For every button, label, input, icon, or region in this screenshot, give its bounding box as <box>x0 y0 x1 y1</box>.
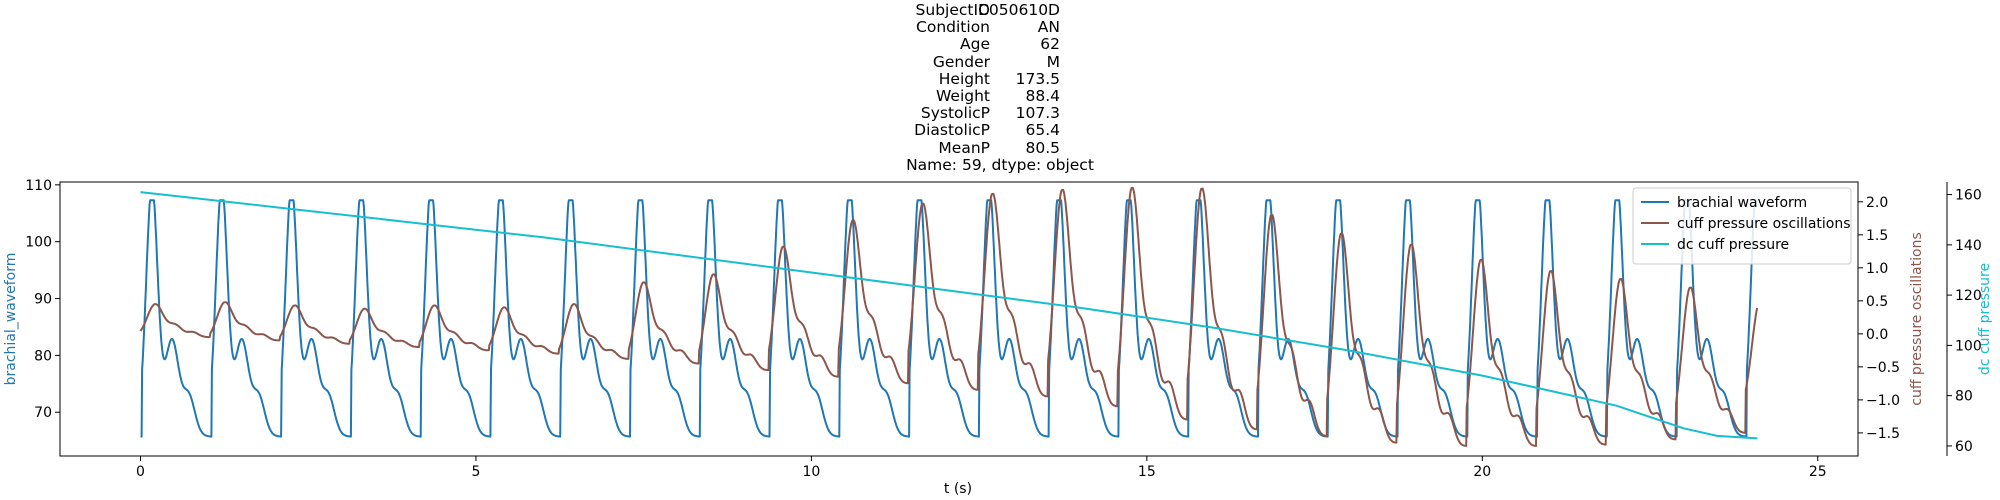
title-row-key: Gender <box>932 52 990 71</box>
title-row: Weight 88.4 <box>0 88 2000 105</box>
legend-box <box>1632 187 1852 265</box>
title-row-value: C050610D <box>978 1 1060 19</box>
legend-label: dc cuff pressure <box>1677 237 1789 253</box>
title-row-value: M <box>1046 52 1060 71</box>
x-tick-label: 20 <box>1473 464 1491 480</box>
y-tick-label-dc-cuff: 140 <box>1955 238 1982 254</box>
x-axis: 0 5 10 15 20 25 <box>136 456 1827 480</box>
series-line-dc-cuff-pressure <box>140 191 1758 440</box>
title-footer: Name: 59, dtype: object <box>906 155 1094 174</box>
title-row: Condition AN <box>0 19 2000 36</box>
title-row: MeanP 80.5 <box>0 138 2000 157</box>
y-tick-label-cuff-oscillations: 0.5 <box>1866 294 1888 310</box>
title-row: DiastolicP 65.4 <box>0 122 2000 139</box>
title-row-key: MeanP <box>938 138 990 157</box>
title-row-key: SystolicP <box>920 104 990 123</box>
y-axis-cuff-oscillations: −1.5 −1.0 −0.5 0.0 0.5 1.0 1.5 2.0 <box>1858 195 1900 442</box>
y-tick-label-cuff-oscillations: 0.0 <box>1866 327 1888 343</box>
y-tick-label-brachial: 100 <box>25 235 52 251</box>
chart-title: SubjectID C050610D Condition AN Age 62 Gender M… <box>0 0 2000 178</box>
title-row: Height 173.5 <box>0 69 2000 88</box>
y-tick-label-cuff-oscillations: −1.0 <box>1866 393 1900 409</box>
legend: brachial waveform cuff pressure oscillati… <box>1632 187 1852 265</box>
title-row-key: DiastolicP <box>914 121 990 140</box>
y-tick-label-dc-cuff: 160 <box>1955 188 1982 204</box>
x-tick-label: 5 <box>471 464 480 480</box>
title-row: SystolicP 107.3 <box>0 105 2000 122</box>
series-line-cuff-pressure-oscillations <box>139 186 1759 447</box>
series-line-brachial-waveform <box>140 199 1758 438</box>
y-tick-label-dc-cuff: 80 <box>1955 389 1973 405</box>
legend-label: brachial waveform <box>1677 195 1807 211</box>
y-axis-label-cuff-oscillations: cuff pressure oscillations <box>1909 232 1925 406</box>
title-row-key: Weight <box>935 87 990 105</box>
y-tick-label-brachial: 90 <box>34 292 52 308</box>
title-row: Age 62 <box>0 36 2000 53</box>
y-tick-label-dc-cuff: 120 <box>1955 288 1982 304</box>
x-tick-label: 10 <box>802 464 820 480</box>
x-tick-label: 15 <box>1138 464 1156 480</box>
title-row-key: Age <box>960 35 990 54</box>
title-row-key: Condition <box>916 18 990 37</box>
y-tick-label-brachial: 110 <box>25 178 52 194</box>
title-row-value: 80.5 <box>1025 138 1060 157</box>
title-row: SubjectID C050610D <box>0 2 2000 19</box>
x-tick-label: 25 <box>1809 464 1827 480</box>
title-row-value: 65.4 <box>1025 121 1060 140</box>
series-layer <box>139 186 1759 447</box>
x-axis-label: t (s) <box>944 481 972 497</box>
y-axis-label-dc-cuff: dc cuff pressure <box>1977 263 1993 375</box>
y-tick-label-cuff-oscillations: 1.5 <box>1866 228 1888 244</box>
title-row-value: 173.5 <box>1015 69 1060 88</box>
y-tick-label-cuff-oscillations: −0.5 <box>1866 360 1900 376</box>
y-tick-label-brachial: 80 <box>34 348 52 364</box>
y-tick-label-cuff-oscillations: 2.0 <box>1866 195 1888 211</box>
y-tick-label-cuff-oscillations: −1.5 <box>1866 426 1900 442</box>
y-tick-label-dc-cuff: 100 <box>1955 338 1982 354</box>
y-axis-dc-cuff: 60 80 100 120 140 160 <box>1946 182 1982 456</box>
title-row-value: AN <box>1037 18 1060 37</box>
title-row-value: 107.3 <box>1015 104 1060 123</box>
legend-label: cuff pressure oscillations <box>1677 216 1851 232</box>
plot-frame <box>59 181 1859 457</box>
y-axis-brachial: 70 80 90 100 110 <box>25 178 60 421</box>
title-row-value: 62 <box>1040 35 1060 54</box>
y-tick-label-brachial: 70 <box>34 405 52 421</box>
y-tick-label-dc-cuff: 60 <box>1955 439 1973 455</box>
title-row-value: 88.4 <box>1025 87 1060 105</box>
y-tick-label-cuff-oscillations: 1.0 <box>1866 261 1888 277</box>
x-tick-label: 0 <box>136 464 145 480</box>
title-row-key: SubjectID <box>915 1 990 19</box>
y-axis-label-brachial: brachial_waveform <box>3 253 19 386</box>
title-row: Gender M <box>0 52 2000 71</box>
title-row-key: Height <box>938 69 990 88</box>
